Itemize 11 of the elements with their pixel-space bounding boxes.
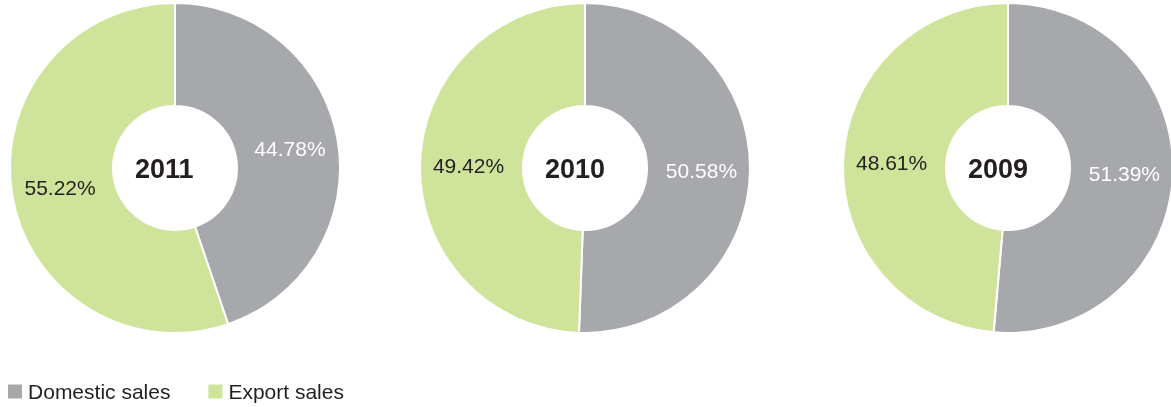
data-label: 55.22% bbox=[24, 175, 96, 199]
legend-label: Export sales bbox=[228, 380, 344, 403]
text: 2010 bbox=[545, 153, 606, 184]
legend-label: Domestic sales bbox=[28, 380, 171, 403]
data-label: 50.58% bbox=[665, 158, 738, 182]
data-label: 51.39% bbox=[1088, 161, 1161, 185]
data-label: 44.78% bbox=[254, 137, 326, 161]
text: 2011 bbox=[135, 153, 194, 184]
data-label: 49.42% bbox=[432, 154, 505, 178]
data-label: 48.61% bbox=[855, 151, 928, 175]
text: 2009 bbox=[968, 153, 1029, 184]
